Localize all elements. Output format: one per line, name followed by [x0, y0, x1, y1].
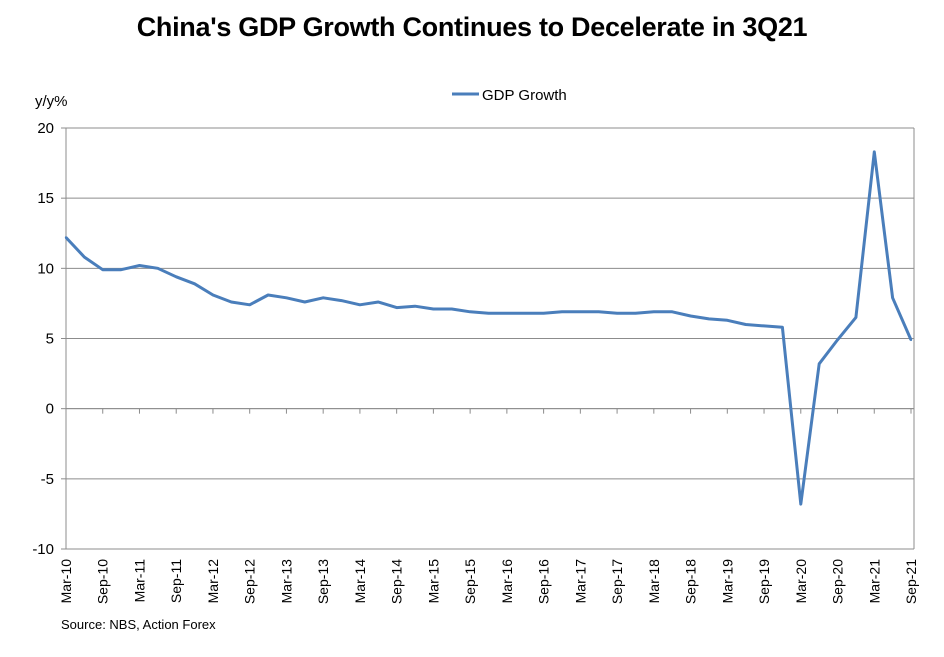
- data-point: [597, 310, 600, 314]
- x-tick-label: Mar-20: [793, 559, 809, 604]
- x-tick-label: Sep-18: [683, 559, 699, 604]
- data-point: [689, 314, 692, 318]
- data-point: [524, 312, 527, 315]
- data-point: [248, 303, 251, 307]
- data-point: [413, 305, 417, 308]
- data-point: [193, 282, 196, 285]
- x-tick-label: Mar-18: [646, 559, 662, 604]
- y-tick-label: 20: [37, 120, 54, 137]
- x-tick-label: Mar-13: [278, 559, 294, 604]
- source-note: Source: NBS, Action Forex: [61, 617, 216, 632]
- x-tick-label: Mar-21: [866, 559, 882, 604]
- y-axis-label: y/y%: [35, 93, 68, 110]
- series-layer: [64, 150, 913, 506]
- data-point: [64, 236, 68, 239]
- y-tick-label: 0: [46, 401, 54, 418]
- y-tick-label: -5: [41, 471, 54, 488]
- data-point: [615, 312, 619, 315]
- x-tick-label: Mar-12: [205, 559, 221, 604]
- data-point: [781, 326, 784, 329]
- data-point: [762, 324, 766, 328]
- data-point: [799, 502, 802, 506]
- data-point: [505, 312, 509, 315]
- data-point: [560, 310, 564, 314]
- data-point: [707, 317, 711, 321]
- y-tick-label: 10: [37, 260, 54, 277]
- data-point: [450, 307, 453, 311]
- data-point: [487, 312, 490, 315]
- x-tick-label: Sep-10: [95, 559, 111, 604]
- x-tick-label: Mar-19: [719, 559, 735, 604]
- data-point: [836, 338, 839, 342]
- data-point: [873, 150, 876, 154]
- data-point: [817, 362, 821, 365]
- y-tick-label: -10: [32, 541, 54, 558]
- series-line: [64, 150, 913, 506]
- x-tick-label: Sep-21: [903, 559, 919, 604]
- data-point: [101, 268, 104, 271]
- x-tick-label: Sep-12: [242, 559, 258, 604]
- data-point: [542, 312, 545, 315]
- data-point: [156, 267, 160, 270]
- data-point: [211, 293, 215, 297]
- data-point: [854, 316, 858, 319]
- x-tick-label: Mar-14: [352, 559, 368, 604]
- data-point: [321, 296, 325, 300]
- data-point: [909, 338, 913, 342]
- x-tick-label: Sep-17: [609, 559, 625, 604]
- data-point: [744, 323, 747, 326]
- y-tick-label: 15: [37, 190, 54, 207]
- data-point: [285, 296, 288, 300]
- x-tick-label: Mar-11: [131, 559, 147, 603]
- data-point: [138, 264, 141, 267]
- x-tick-label: Mar-16: [499, 559, 515, 604]
- x-tick-label: Mar-10: [58, 559, 74, 604]
- x-tick-label: Sep-11: [168, 559, 184, 603]
- legend-label: GDP Growth: [482, 87, 567, 104]
- x-tick-label: Mar-15: [425, 559, 441, 604]
- data-point: [579, 310, 582, 314]
- data-point: [83, 255, 86, 259]
- data-point: [266, 293, 270, 297]
- data-point: [432, 307, 435, 311]
- data-point: [726, 319, 729, 322]
- data-point: [377, 300, 380, 304]
- data-point: [303, 300, 307, 304]
- x-tick-label: Sep-16: [536, 559, 552, 604]
- x-tick-label: Sep-14: [389, 559, 405, 604]
- legend: GDP Growth: [452, 87, 567, 104]
- x-tick-label: Sep-13: [315, 559, 331, 604]
- data-point: [891, 296, 894, 300]
- data-point: [468, 310, 472, 314]
- y-tick-label: 5: [46, 331, 54, 348]
- data-point: [175, 275, 178, 278]
- data-point: [634, 312, 637, 315]
- data-point: [652, 310, 656, 314]
- data-point: [340, 299, 343, 302]
- x-tick-label: Sep-19: [756, 559, 772, 604]
- x-tick-label: Mar-17: [572, 559, 588, 604]
- grid-layer: [66, 127, 914, 550]
- chart-title: China's GDP Growth Continues to Decelera…: [136, 12, 808, 42]
- data-point: [670, 310, 674, 314]
- data-point: [119, 268, 123, 271]
- x-tick-label: Sep-15: [462, 559, 478, 604]
- x-tick-label: Sep-20: [830, 559, 846, 604]
- data-point: [230, 300, 233, 304]
- data-point: [358, 303, 362, 307]
- data-point: [395, 306, 398, 309]
